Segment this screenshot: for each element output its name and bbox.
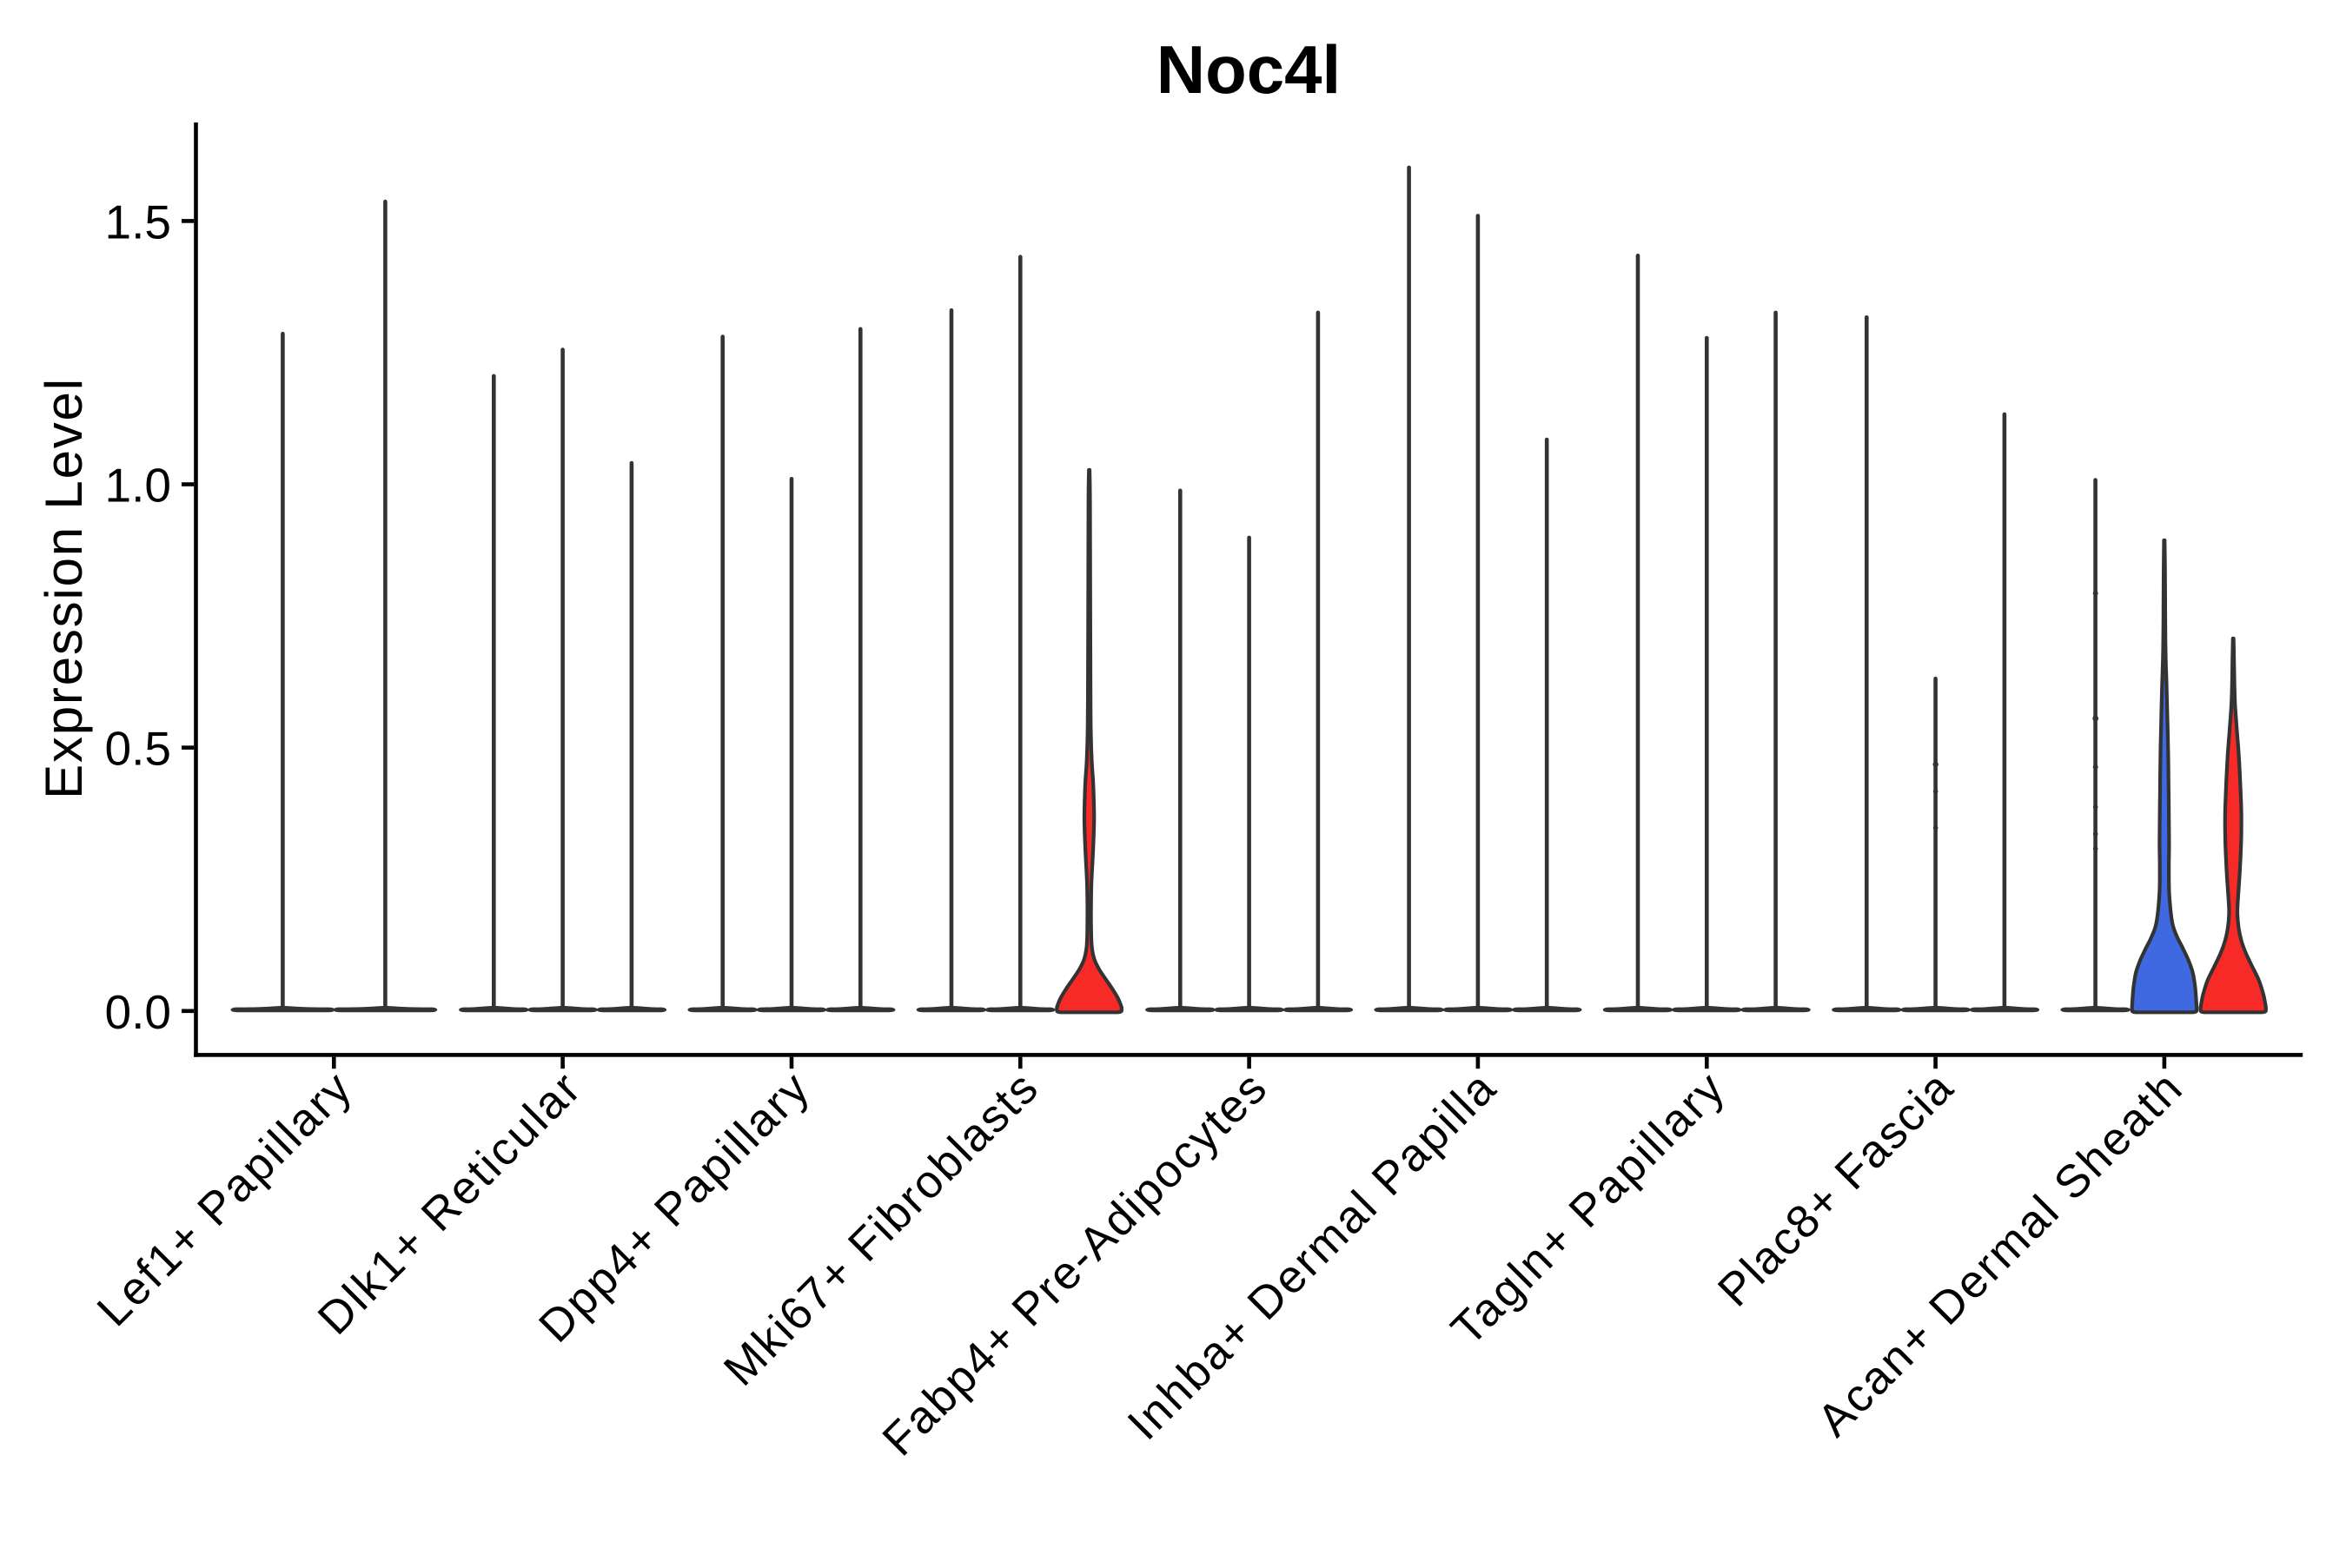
svg-text:Noc4l: Noc4l	[1156, 31, 1341, 108]
svg-text:0.0: 0.0	[105, 985, 171, 1039]
svg-text:1.5: 1.5	[105, 195, 171, 248]
svg-text:0.5: 0.5	[105, 722, 171, 776]
svg-text:Expression Level: Expression Level	[35, 377, 93, 799]
svg-text:1.0: 1.0	[105, 459, 171, 513]
